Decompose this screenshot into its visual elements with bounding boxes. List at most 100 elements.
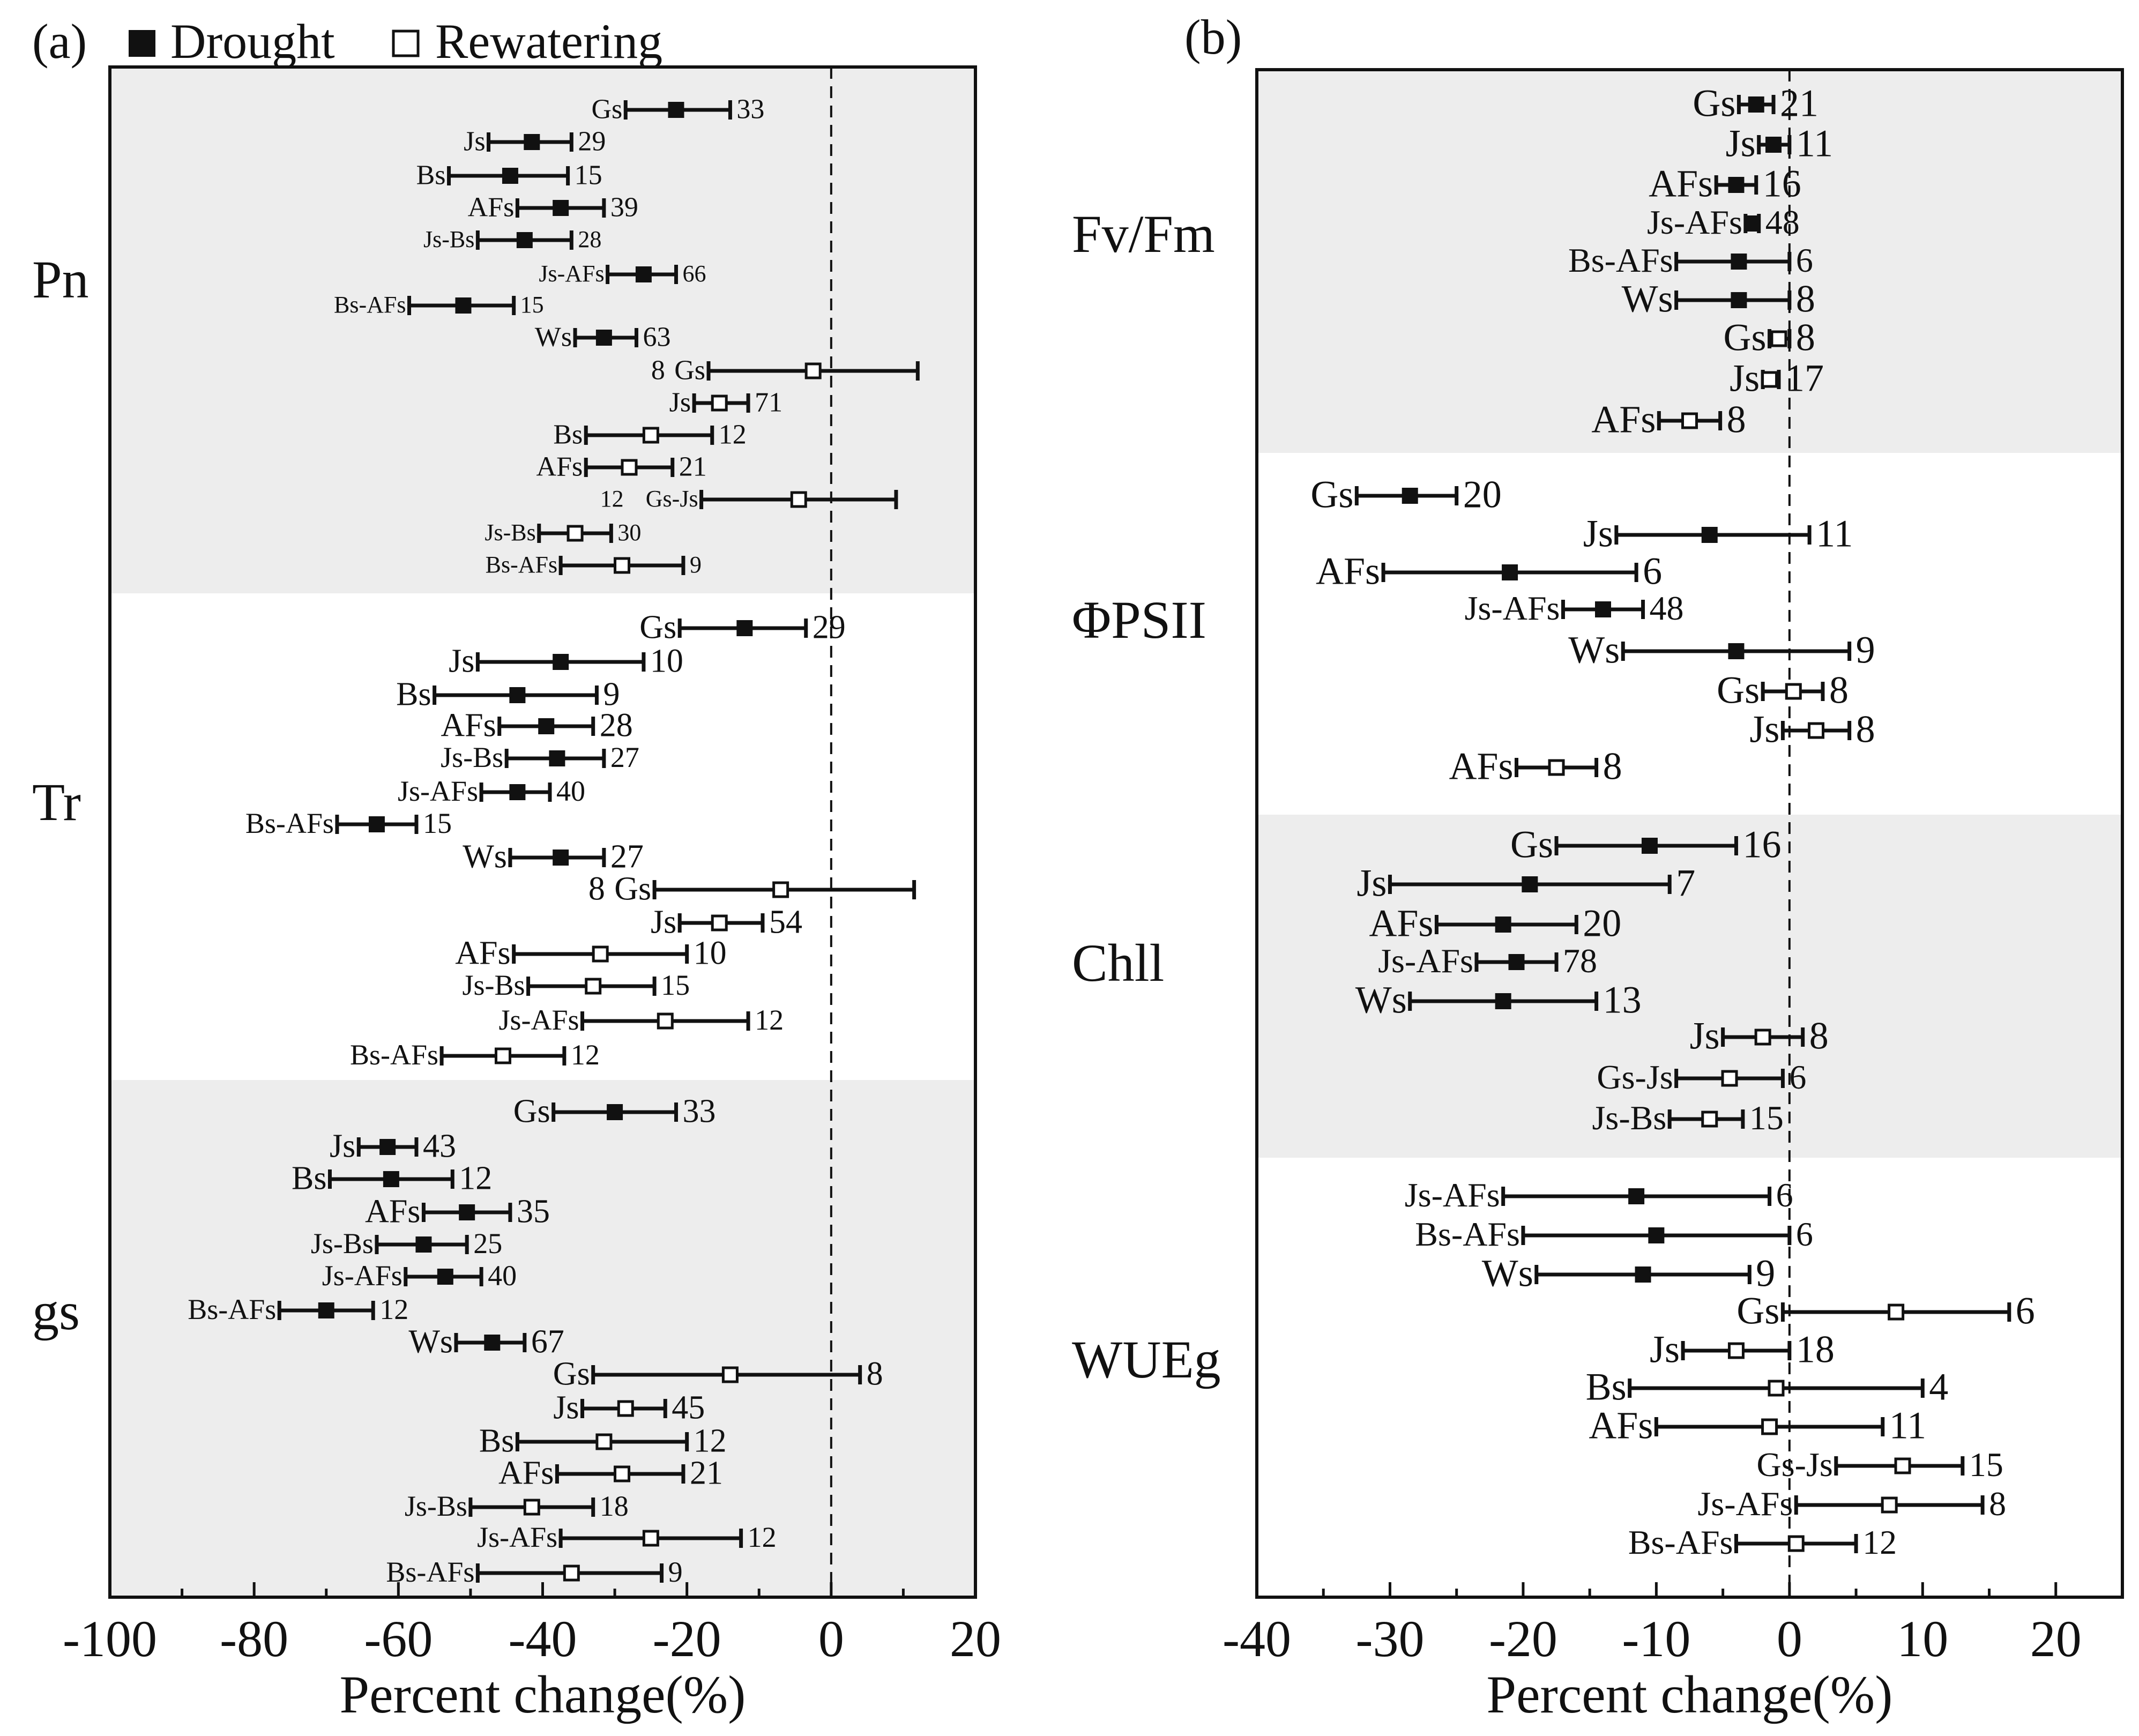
panel-a-tr-bs-drought-sample-size: 9 <box>603 676 620 713</box>
panel-b-chll-js-rewatering-sample-size: 8 <box>1809 1015 1829 1057</box>
panel-a-pn-bs-drought-sample-size: 15 <box>575 160 602 191</box>
panel-a-pn-bs-afs-drought-mean-marker <box>455 297 472 314</box>
panel-b-wueg-gs-rewatering-label: Gs <box>1736 1290 1779 1332</box>
panel-b-group-label-fv-fm: Fv/Fm <box>1072 204 1215 264</box>
panel-b-tick-label-20: 20 <box>2030 1610 2082 1667</box>
panel-a-tick-label-20: -20 <box>653 1610 721 1667</box>
panel-b-fv-fm-js-drought-label: Js <box>1726 122 1756 165</box>
panel-a-tr-js-bs-rewatering-sample-size: 15 <box>661 969 690 1001</box>
panel-a-tr-gs-drought-sample-size: 29 <box>813 609 846 646</box>
panel-b-wueg-bs-rewatering-mean-marker <box>1768 1380 1785 1397</box>
panel-a-gs-gs-drought-mean-marker <box>607 1104 623 1120</box>
panel-b-chll-js-bs-rewatering-sample-size: 15 <box>1749 1099 1784 1137</box>
panel-a-band-gs <box>110 1080 975 1597</box>
panel-a-tr-js-rewatering-mean-marker <box>711 914 728 932</box>
panel-a-tr-js-drought-label: Js <box>449 643 474 680</box>
panel-a-gs-js-afs-rewatering-mean-marker <box>642 1530 659 1547</box>
panel-b-wueg-afs-rewatering-sample-size: 11 <box>1889 1404 1926 1447</box>
panel-b-wueg-ws-drought-sample-size: 9 <box>1756 1252 1775 1295</box>
panel-a-gs-afs-rewatering-label: AFs <box>498 1455 554 1492</box>
panel-a-gs-gs-rewatering-label: Gs <box>553 1356 590 1392</box>
panel-a-gs-js-rewatering-mean-marker <box>617 1400 634 1417</box>
panel-a-chart: Pn Gs 33 Js 29 Bs 15 AFs 39 Js-Bs 28 Js-AFs 66 Bs-AFs… <box>32 65 1001 1724</box>
panel-b-chll-gs-js-rewatering-mean-marker <box>1721 1070 1738 1087</box>
panel-b-wueg-ws-drought-label: Ws <box>1482 1252 1533 1295</box>
panel-b-chll-gs-js-rewatering-label: Gs-Js <box>1597 1058 1673 1096</box>
panel-a-tr-afs-drought-mean-marker <box>538 718 555 734</box>
panel-b-fv-fm-ws-drought-label: Ws <box>1622 278 1673 321</box>
panel-b-fv-fm-gs-drought-mean-marker <box>1748 96 1764 113</box>
panel-b-fv-fm-gs-rewatering-sample-size: 8 <box>1796 316 1815 359</box>
panel-b-psii-js-drought-mean-marker <box>1701 527 1718 543</box>
panel-a-gs-gs-drought-sample-size: 33 <box>682 1093 716 1130</box>
panel-b-fv-fm-js-afs-drought-sample-size: 48 <box>1765 203 1800 241</box>
panel-a-pn-gs-rewatering-mean-marker <box>804 362 822 379</box>
panel-a-tick-label-80: -80 <box>220 1610 288 1667</box>
panel-a-label: (a) <box>32 14 87 69</box>
panel-a-tr-js-bs-rewatering-label: Js-Bs <box>463 969 525 1001</box>
panel-a-gs-js-drought-mean-marker <box>379 1139 396 1155</box>
panel-b-wueg-gs-rewatering-mean-marker <box>1888 1303 1905 1321</box>
panel-a-tr-js-rewatering-sample-size: 54 <box>769 904 802 941</box>
panel-a-tr-ws-drought-sample-size: 27 <box>610 839 644 875</box>
panel-a-tr-gs-rewatering-sample-size: 8 <box>588 871 605 907</box>
panel-a-gs-js-bs-rewatering-sample-size: 18 <box>600 1490 629 1522</box>
panel-a-gs-bs-afs-drought-label: Bs-AFs <box>188 1293 276 1325</box>
panel-b-fv-fm-js-drought-mean-marker <box>1765 137 1782 153</box>
panel-a-gs-ws-drought-label: Ws <box>408 1324 453 1360</box>
panel-a-gs-bs-afs-drought-mean-marker <box>318 1302 334 1318</box>
panel-a-pn-bs-afs-drought-label: Bs-AFs <box>334 292 406 318</box>
rewatering-legend-label: Rewatering <box>435 14 662 69</box>
panel-b-psii-js-rewatering-mean-marker <box>1808 722 1825 739</box>
panel-b-psii-ws-drought-sample-size: 9 <box>1856 629 1875 672</box>
panel-b-chll-js-afs-drought-sample-size: 78 <box>1563 942 1597 980</box>
panel-a-pn-gs-rewatering-sample-size: 8 <box>651 355 665 386</box>
panel-b-psii-afs-rewatering-label: AFs <box>1449 745 1513 788</box>
panel-a-tr-js-drought-sample-size: 10 <box>650 643 683 680</box>
panel-b-psii-afs-drought-mean-marker <box>1502 564 1518 580</box>
panel-a-tick-label-100: -100 <box>63 1610 157 1667</box>
panel-a-tr-js-bs-drought-sample-size: 27 <box>610 741 639 773</box>
panel-a-tr-js-afs-drought-label: Js-AFs <box>398 775 478 807</box>
panel-a-gs-bs-drought-label: Bs <box>292 1160 326 1197</box>
panel-a-pn-afs-rewatering-sample-size: 21 <box>679 452 707 482</box>
panel-b-chll-ws-drought-mean-marker <box>1495 993 1511 1009</box>
panel-a-pn-bs-afs-rewatering-label: Bs-AFs <box>486 552 558 578</box>
panel-b-wueg-gs-js-rewatering-sample-size: 15 <box>1969 1446 2003 1484</box>
panel-a-gs-afs-rewatering-sample-size: 21 <box>690 1455 723 1492</box>
panel-a-x-axis-label: Percent change(%) <box>340 1665 746 1724</box>
panel-b-fv-fm-ws-drought-mean-marker <box>1731 292 1747 308</box>
panel-b-fv-fm-js-afs-drought-mean-marker <box>1744 215 1761 232</box>
panel-b-chll-afs-drought-mean-marker <box>1495 917 1511 933</box>
panel-a-pn-gs-rewatering-label: Gs <box>674 355 705 386</box>
panel-a-pn-js-drought-mean-marker <box>524 134 540 150</box>
panel-a-tr-bs-afs-drought-label: Bs-AFs <box>245 807 334 839</box>
panel-b-wueg-bs-afs-drought-label: Bs-AFs <box>1415 1215 1520 1253</box>
panel-b-wueg-afs-rewatering-mean-marker <box>1761 1418 1778 1435</box>
panel-a-pn-js-bs-rewatering-label: Js-Bs <box>485 519 535 546</box>
panel-a-gs-bs-rewatering-label: Bs <box>479 1423 514 1459</box>
panel-a-tr-gs-rewatering-label: Gs <box>614 871 651 907</box>
panel-b-wueg-js-afs-rewatering-mean-marker <box>1881 1496 1898 1514</box>
panel-b-fv-fm-js-rewatering-mean-marker <box>1761 371 1778 388</box>
panel-b-fv-fm-gs-rewatering-mean-marker <box>1770 330 1787 347</box>
drought-legend-label: Drought <box>170 14 335 69</box>
panel-a-tr-afs-rewatering-label: AFs <box>455 935 510 972</box>
panel-a-tick-label-20: 20 <box>950 1610 1001 1667</box>
panel-b-wueg-ws-drought-mean-marker <box>1635 1266 1651 1283</box>
panel-a-gs-bs-afs-rewatering-label: Bs-AFs <box>386 1556 474 1588</box>
panel-a-tr-js-drought-mean-marker <box>553 654 569 670</box>
panel-b-chll-gs-drought-mean-marker <box>1641 838 1658 854</box>
panel-b-psii-js-afs-drought-label: Js-AFs <box>1465 589 1560 627</box>
panel-b-fv-fm-afs-drought-sample-size: 16 <box>1763 162 1801 205</box>
panel-a-tr-js-afs-drought-sample-size: 40 <box>556 775 585 807</box>
panel-b-chll-gs-drought-sample-size: 16 <box>1742 823 1781 866</box>
panel-b-wueg-js-afs-drought-sample-size: 6 <box>1776 1176 1793 1214</box>
panel-b-chll-js-rewatering-label: Js <box>1690 1015 1720 1057</box>
panel-b-fv-fm-afs-rewatering-label: AFs <box>1591 398 1656 441</box>
panel-a-pn-ws-drought-sample-size: 63 <box>643 322 670 353</box>
panel-a-tr-js-bs-drought-label: Js-Bs <box>441 741 503 773</box>
panel-a-tick-label-0: 0 <box>818 1610 844 1667</box>
panel-b-wueg-js-afs-rewatering-sample-size: 8 <box>1989 1485 2006 1523</box>
panel-b-fv-fm-gs-drought-label: Gs <box>1693 82 1735 125</box>
